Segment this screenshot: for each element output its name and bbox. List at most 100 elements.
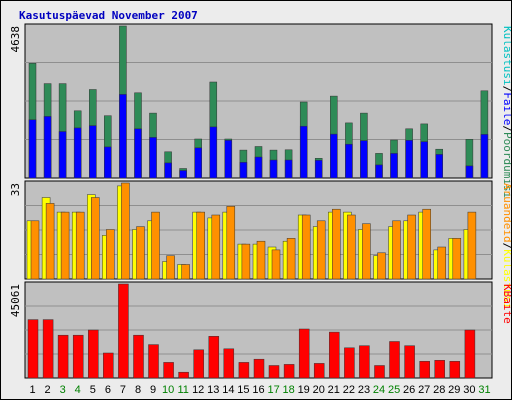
bar-bandwidth-kbaite-7	[118, 283, 129, 379]
bar-hosts-visits-aruandeid-26	[407, 214, 416, 280]
day-label-16: 16	[252, 384, 264, 396]
bar-bandwidth-kbaite-28	[434, 360, 445, 379]
bar-pages-hits-faile-21	[330, 133, 338, 179]
bar-hosts-visits-aruandeid-14	[226, 206, 236, 280]
bar-bandwidth-kbaite-19	[298, 328, 310, 379]
bar-bandwidth-kbaite-26	[404, 345, 415, 379]
bar-bandwidth-kbaite-18	[283, 364, 295, 379]
bar-pages-hits-faile-10	[164, 162, 172, 179]
bar-hosts-visits-aruandeid-4	[75, 211, 85, 280]
bar-pages-hits-faile-24	[375, 164, 383, 179]
day-label-22: 22	[343, 384, 355, 396]
series-aruandeid	[30, 182, 477, 280]
bar-bandwidth-kbaite-25	[389, 341, 400, 379]
y-max-label: 33	[9, 183, 22, 196]
bar-bandwidth-kbaite-16	[253, 358, 265, 379]
bar-hosts-visits-aruandeid-16	[256, 240, 266, 280]
day-label-30: 30	[463, 384, 475, 396]
bar-bandwidth-kbaite-13	[208, 336, 220, 379]
day-label-21: 21	[328, 384, 340, 396]
bar-bandwidth-kbaite-10	[163, 362, 174, 379]
bar-hosts-visits-aruandeid-30	[467, 211, 477, 280]
bar-hosts-visits-aruandeid-24	[377, 252, 386, 280]
bar-bandwidth-kbaite-20	[313, 363, 325, 379]
day-label-10: 10	[162, 384, 174, 396]
bar-bandwidth-kbaite-29	[449, 361, 461, 379]
day-label-27: 27	[418, 384, 430, 396]
bar-pages-hits-faile-5	[89, 125, 97, 179]
day-label-14: 14	[222, 384, 234, 396]
bar-bandwidth-kbaite-27	[419, 361, 430, 379]
bar-hosts-visits-aruandeid-3	[60, 211, 70, 280]
day-label-5: 5	[90, 384, 96, 396]
day-label-23: 23	[358, 384, 370, 396]
bar-bandwidth-kbaite-1	[27, 319, 39, 379]
legend-item: /	[501, 86, 511, 93]
bar-pages-hits-faile-26	[405, 140, 413, 179]
day-label-12: 12	[192, 384, 204, 396]
legend-item: Külastusi	[501, 26, 511, 86]
bar-hosts-visits-aruandeid-8	[136, 226, 145, 280]
day-label-28: 28	[433, 384, 445, 396]
day-label-6: 6	[105, 384, 111, 396]
bar-pages-hits-faile-28	[435, 154, 443, 179]
bar-bandwidth-kbaite-8	[133, 334, 144, 379]
legend-pages-hits: Külastusi/Faile/Pöördumisi	[501, 26, 511, 198]
bar-bandwidth-kbaite-6	[103, 352, 114, 379]
legend-bandwidth: KBaite	[501, 284, 511, 324]
bar-pages-hits-faile-8	[134, 128, 142, 179]
bar-hosts-visits-aruandeid-12	[196, 211, 205, 280]
legend-item: Faile	[501, 92, 511, 125]
bar-pages-hits-faile-9	[149, 137, 157, 179]
legend-item: Pöördumisi	[501, 132, 511, 198]
bar-bandwidth-kbaite-14	[223, 348, 235, 379]
bar-hosts-visits-aruandeid-1	[30, 220, 40, 280]
bar-hosts-visits-aruandeid-22	[347, 214, 356, 280]
bar-pages-hits-faile-18	[284, 159, 293, 179]
bar-hosts-visits-aruandeid-17	[271, 249, 281, 280]
bar-bandwidth-kbaite-2	[42, 319, 54, 379]
day-label-17: 17	[267, 384, 279, 396]
panel-hosts-visits: 33 Aruandeid/Külastusi	[9, 180, 511, 309]
legend-item: /	[501, 243, 511, 250]
bar-hosts-visits-aruandeid-5	[91, 197, 100, 280]
bar-bandwidth-kbaite-21	[329, 331, 340, 379]
day-label-9: 9	[150, 384, 156, 396]
bar-pages-hits-faile-3	[58, 131, 67, 179]
bar-hosts-visits-aruandeid-25	[392, 220, 401, 280]
bar-pages-hits-faile-14	[224, 140, 233, 179]
bar-pages-hits-faile-13	[209, 126, 218, 179]
bar-pages-hits-faile-4	[73, 127, 82, 179]
series-kbaite	[27, 283, 476, 379]
panel-bandwidth: 45061 KBaite	[9, 281, 511, 379]
bar-bandwidth-kbaite-12	[193, 349, 204, 379]
bar-pages-hits-faile-6	[104, 146, 112, 179]
bar-hosts-visits-aruandeid-9	[151, 211, 160, 280]
bar-hosts-visits-aruandeid-27	[422, 208, 431, 280]
bar-pages-hits-faile-15	[239, 162, 248, 179]
bar-hosts-visits-aruandeid-7	[121, 182, 130, 280]
day-label-2: 2	[45, 384, 51, 396]
bar-pages-hits-faile-19	[299, 125, 308, 179]
chart-title: Kasutuspäevad November 2007	[19, 9, 198, 22]
day-label-15: 15	[237, 384, 249, 396]
bar-pages-hits-faile-31	[480, 134, 489, 179]
bar-hosts-visits-aruandeid-11	[181, 264, 190, 280]
day-label-20: 20	[313, 384, 325, 396]
y-max-label: 45061	[9, 284, 22, 317]
bar-bandwidth-kbaite-23	[359, 345, 370, 379]
day-label-3: 3	[60, 384, 66, 396]
bar-pages-hits-faile-27	[420, 141, 428, 179]
bar-pages-hits-faile-11	[179, 170, 187, 179]
legend-item: KBaite	[501, 284, 511, 324]
bar-pages-hits-faile-25	[390, 153, 398, 179]
bar-bandwidth-kbaite-24	[374, 365, 385, 379]
legend-item: /	[501, 125, 511, 132]
bar-hosts-visits-aruandeid-20	[316, 220, 326, 280]
bar-bandwidth-kbaite-3	[57, 334, 69, 379]
day-label-1: 1	[29, 384, 35, 396]
bar-hosts-visits-aruandeid-10	[166, 255, 175, 280]
bar-hosts-visits-aruandeid-23	[362, 223, 371, 280]
